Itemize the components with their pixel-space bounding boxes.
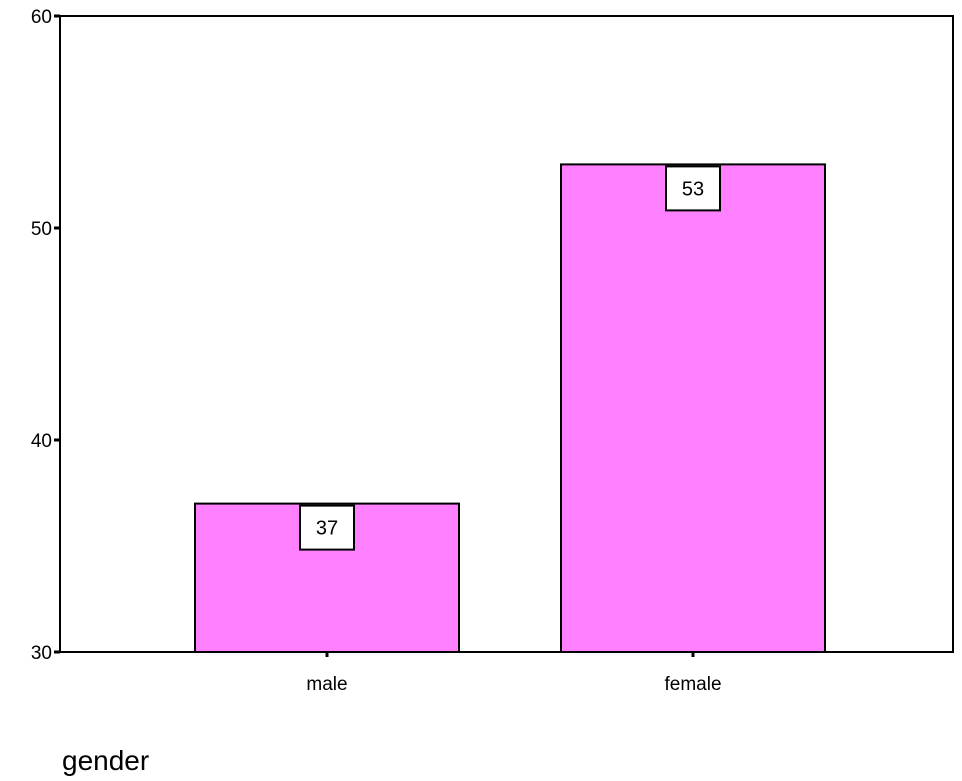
bars-layer bbox=[194, 163, 826, 653]
x-axis-label: gender bbox=[62, 745, 149, 776]
data-label-value: 37 bbox=[316, 518, 338, 540]
x-axis: male female bbox=[306, 652, 722, 695]
data-label-female: 53 bbox=[665, 165, 721, 212]
data-label-box bbox=[299, 504, 355, 551]
data-label-male: 37 bbox=[299, 504, 355, 551]
data-label-value: 53 bbox=[682, 178, 704, 200]
plot-frame bbox=[59, 15, 954, 653]
bar-female bbox=[560, 163, 826, 653]
x-tick-label: female bbox=[664, 674, 721, 695]
plot-border bbox=[59, 15, 954, 653]
data-labels-layer: 37 53 bbox=[299, 165, 721, 551]
y-tick-label: 60 bbox=[31, 7, 52, 28]
y-tick-label: 30 bbox=[31, 643, 52, 664]
x-tick-label: male bbox=[306, 674, 347, 695]
y-tick-label: 40 bbox=[31, 431, 52, 452]
data-label-box bbox=[665, 165, 721, 212]
y-tick-label: 50 bbox=[31, 219, 52, 240]
y-axis: 30 40 50 60 bbox=[31, 7, 60, 664]
